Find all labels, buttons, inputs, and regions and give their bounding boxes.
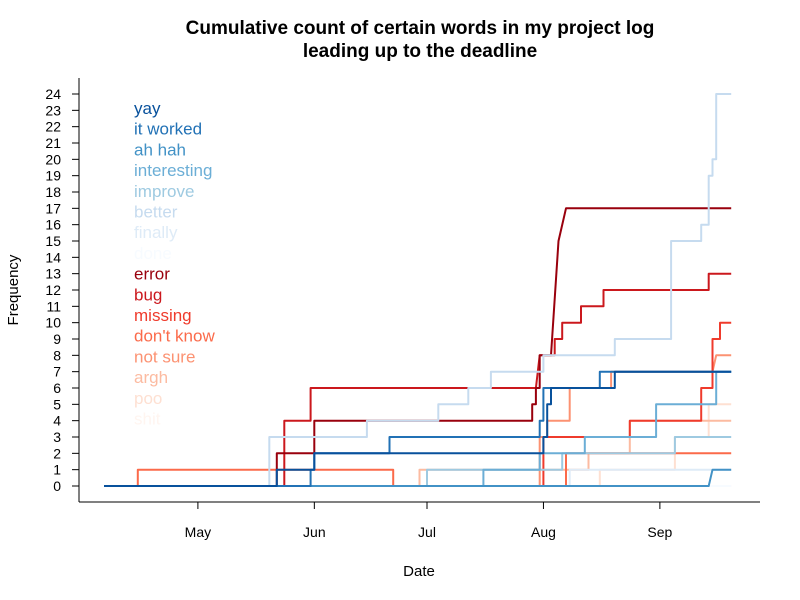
series-line-poo [104,403,732,487]
y-tick-label: 4 [53,413,61,429]
legend-entry: missing [134,306,192,325]
legend-entry: interesting [134,161,212,180]
x-tick-label: May [185,524,211,540]
y-tick-label: 10 [45,315,61,331]
y-axis-title: Frequency [5,254,22,325]
series-line-ah-hah [104,468,732,487]
series-line-missing [104,321,732,487]
legend-entry: poo [134,389,162,408]
series-lines [104,93,732,487]
legend-entry: done [134,244,172,263]
y-tick-label: 14 [45,249,61,265]
y-tick-label: 1 [53,462,61,478]
y-tick-label: 21 [45,135,61,151]
x-tick-label: Sep [647,524,672,540]
y-tick-label: 22 [45,119,61,135]
y-tick-label: 7 [53,364,61,380]
series-line-bug [104,272,732,487]
series-line-better [104,93,732,487]
y-tick-label: 8 [53,347,61,363]
legend-entry: argh [134,368,168,387]
y-tick-label: 12 [45,282,61,298]
legend-entry: it worked [134,120,202,139]
legend-entry: ah hah [134,140,186,159]
y-tick-label: 15 [45,233,61,249]
y-tick-label: 24 [45,86,61,102]
legend-entry: yay [134,99,161,118]
series-line-interesting [104,370,732,487]
chart-title: Cumulative count of certain words in my … [186,18,655,39]
x-tick-label: Jun [303,524,326,540]
legend-entry: bug [134,285,162,304]
y-tick-label: 20 [45,151,61,167]
y-tick-label: 18 [45,184,61,200]
series-line-finally [104,468,732,487]
y-tick-label: 3 [53,429,61,445]
series-line-don-t-know [104,452,732,487]
legend-entry: error [134,265,170,284]
series-line-improve [104,436,732,487]
y-tick-label: 2 [53,445,61,461]
x-tick-label: Jul [418,524,436,540]
series-line-error [104,207,732,487]
y-tick-label: 11 [46,298,61,314]
legend-entry: don't know [134,327,215,346]
y-tick-label: 13 [45,266,61,282]
x-tick-label: Aug [531,524,556,540]
y-tick-label: 23 [45,102,61,118]
y-tick-label: 17 [45,200,61,216]
legend-entry: better [134,203,178,222]
legend-entry: finally [134,223,178,242]
y-tick-label: 16 [45,217,61,233]
legend-entry: not sure [134,347,195,366]
y-tick-label: 5 [53,396,61,412]
y-tick-label: 9 [53,331,61,347]
legend-entry: improve [134,182,194,201]
x-ticks: May Jun Jul Aug Sep [185,502,673,540]
y-tick-label: 0 [53,478,61,494]
y-tick-label: 19 [45,168,61,184]
legend-entry: shit [134,410,161,429]
x-axis-title: Date [403,563,435,580]
series-line-yay [104,370,732,487]
y-tick-label: 6 [53,380,61,396]
chart-subtitle: leading up to the deadline [303,41,537,62]
